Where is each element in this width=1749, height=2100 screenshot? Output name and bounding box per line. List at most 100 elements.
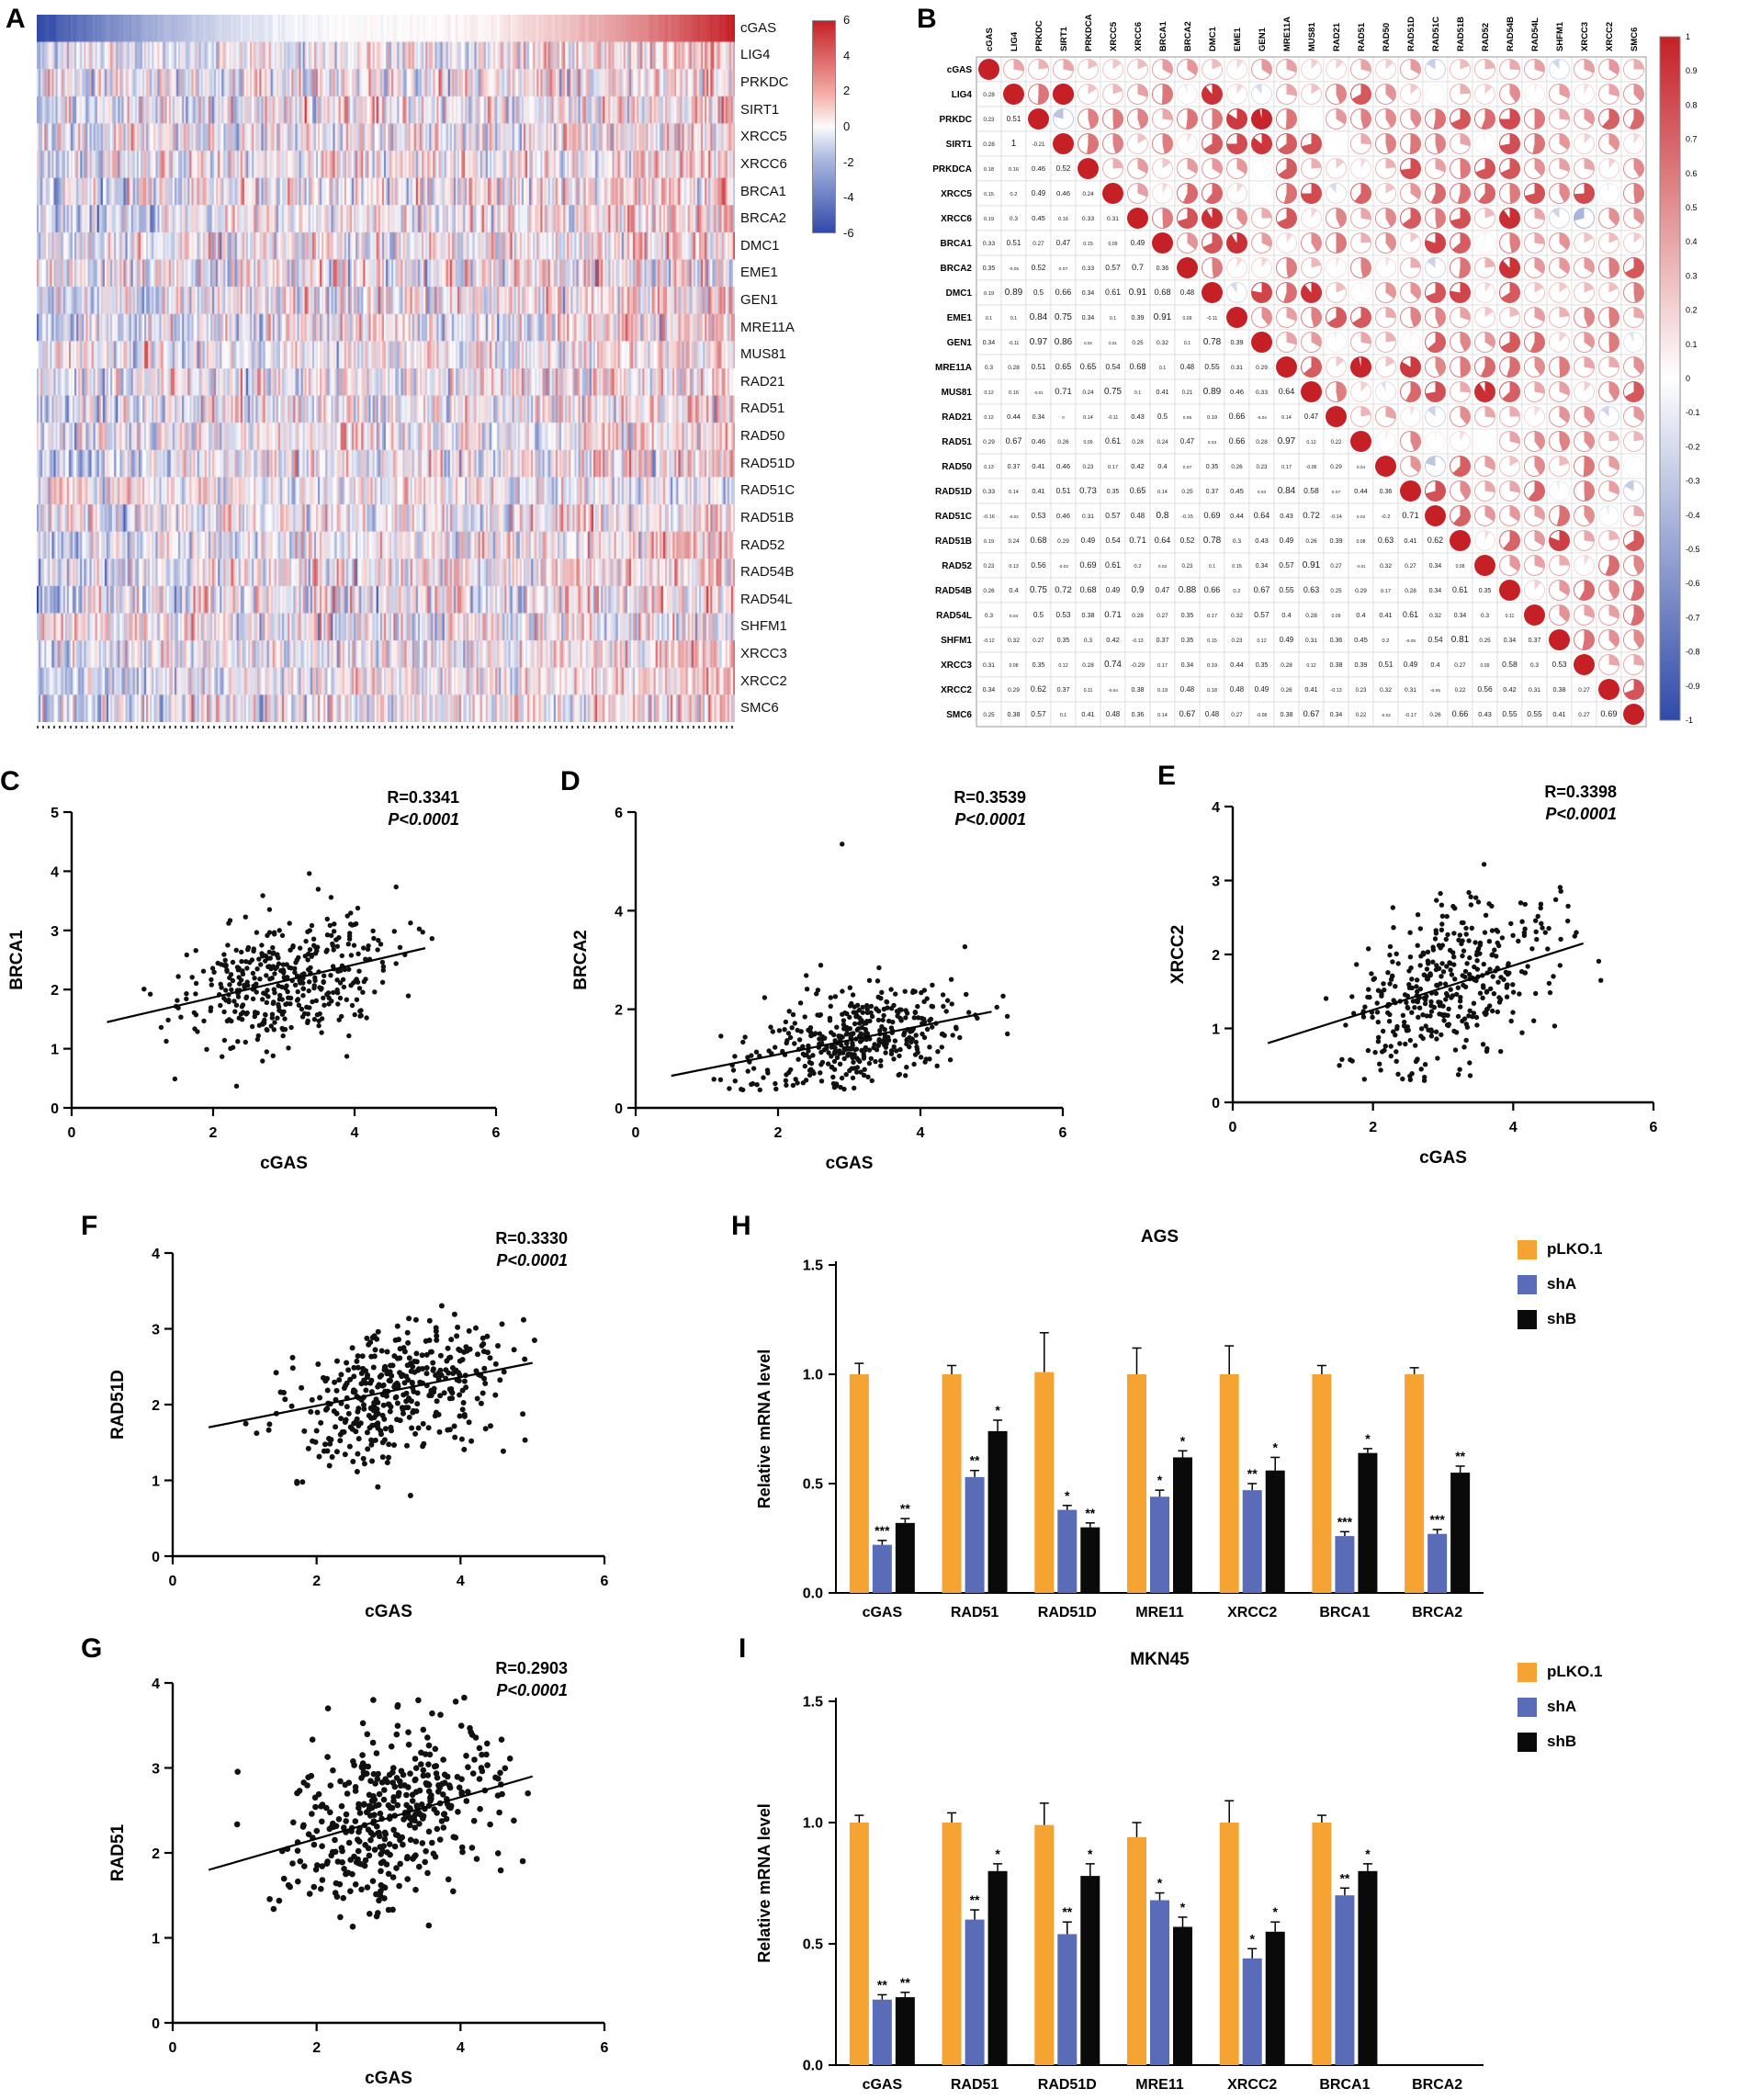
- corr-pie-wedge: [1509, 480, 1520, 493]
- corr-value: 0.03: [1357, 514, 1366, 519]
- scatter-point: [391, 1353, 398, 1360]
- corr-pie-wedge: [1385, 183, 1395, 194]
- scatter-point: [820, 1036, 826, 1042]
- corr-pie-wedge: [1203, 133, 1223, 154]
- corr-value: 0.71: [1104, 610, 1121, 620]
- heatmap-gene-label: RAD50: [740, 428, 785, 445]
- heatmap-gene-label: PRKDC: [740, 74, 789, 91]
- corr-value: 0.24: [1157, 439, 1168, 446]
- corr-value: 0.91: [1129, 288, 1147, 298]
- scatter-point: [918, 1055, 924, 1060]
- corr-cell: [1496, 676, 1523, 703]
- corr-value: 0.3: [1084, 638, 1092, 644]
- significance-stars: **: [1062, 1904, 1072, 1919]
- scatter-point: [355, 1451, 361, 1457]
- scatter-point: [875, 1017, 882, 1023]
- scatter-point: [344, 1790, 351, 1797]
- corr-pie-wedge: [1261, 307, 1272, 325]
- scatter-point: [333, 937, 339, 943]
- scatter-point: [408, 1368, 414, 1374]
- corr-cell: [1000, 254, 1027, 281]
- y-tick-label: 1.0: [803, 1816, 823, 1832]
- scatter-point: [334, 1858, 342, 1865]
- corr-cell: [1224, 527, 1250, 554]
- corr-value: 0.34: [1429, 563, 1442, 570]
- corr-diagonal: [1226, 307, 1247, 328]
- scatter-point: [1448, 987, 1453, 992]
- scatter-point: [964, 991, 969, 998]
- scatter-point: [221, 952, 227, 957]
- scatter-point: [184, 952, 189, 958]
- corr-cell: [1224, 403, 1250, 430]
- scatter-point: [907, 1044, 912, 1050]
- corr-cell: [1149, 577, 1176, 604]
- scatter-point: [757, 1087, 762, 1093]
- scatter-point: [388, 1743, 395, 1750]
- corr-cell: [1348, 676, 1374, 703]
- scatter-point: [271, 999, 276, 1005]
- corr-diagonal: [1350, 431, 1371, 452]
- scatter-point: [380, 1843, 388, 1849]
- x-tick-label: 6: [601, 2040, 609, 2056]
- scatter-point: [342, 966, 347, 973]
- corr-cell: [976, 478, 1002, 504]
- corr-pie-wedge: [1327, 307, 1347, 328]
- scatter-point: [1466, 938, 1472, 943]
- scatter-point: [1458, 1004, 1463, 1010]
- scatter-point: [1551, 974, 1556, 979]
- scatter-point: [409, 1425, 415, 1431]
- scatter-point: [1457, 999, 1463, 1004]
- x-tick-label: 6: [492, 1125, 501, 1141]
- corr-value: 0.27: [1032, 638, 1044, 644]
- x-tick-label: 0: [632, 1125, 640, 1141]
- scatter-point: [355, 1828, 362, 1835]
- scatter-point: [229, 987, 234, 993]
- scatter-point: [397, 944, 403, 950]
- corr-pie-wedge: [1584, 332, 1595, 348]
- scatter-point: [406, 1355, 412, 1361]
- scatter-point: [1462, 984, 1469, 989]
- scatter-point: [318, 1419, 324, 1426]
- scatter-point: [428, 1390, 434, 1396]
- scatter-point: [449, 1390, 456, 1396]
- scatter-point: [371, 1846, 378, 1853]
- scatter-point: [1380, 1049, 1385, 1055]
- legend-item-sha: shA: [1518, 1689, 1602, 1724]
- corr-value: 0.38: [1132, 686, 1145, 694]
- scatter-point: [373, 1412, 379, 1418]
- y-tick-label: 2: [152, 1398, 160, 1414]
- corr-col-label: BRCA2: [1183, 21, 1193, 51]
- corr-value: 0.51: [1007, 115, 1021, 123]
- scatter-point: [1487, 1003, 1493, 1009]
- scatter-point: [343, 1870, 349, 1878]
- scatter-point: [191, 1010, 197, 1015]
- x-tick-label: 4: [917, 1125, 925, 1141]
- scatter-point: [1417, 926, 1423, 931]
- scatter-point: [869, 1078, 874, 1084]
- corr-pie-wedge: [1013, 59, 1024, 72]
- scatter-point: [278, 968, 284, 974]
- scatter-point: [1522, 926, 1528, 931]
- scatter-point: [336, 1377, 343, 1383]
- scatter-point: [888, 1006, 895, 1011]
- scatter-point: [386, 1401, 392, 1407]
- significance-stars: *: [1088, 1846, 1093, 1861]
- scatter-point: [468, 1845, 476, 1851]
- scatter-point: [915, 1003, 920, 1010]
- scatter-point: [305, 1445, 311, 1451]
- bar-shB: [895, 1522, 915, 1593]
- scatter-point: [851, 1031, 856, 1036]
- scatter-point: [373, 1891, 380, 1898]
- scatter-point: [381, 1835, 389, 1843]
- scatter-point: [1382, 987, 1387, 993]
- corr-value: 0.43: [1131, 412, 1145, 421]
- corr-pie-wedge: [1202, 232, 1223, 254]
- shb-label: shB: [1547, 1310, 1577, 1327]
- correlation-r: R=0.3341: [387, 788, 459, 807]
- scatter-point: [1418, 1067, 1424, 1072]
- scatter-point: [1369, 971, 1374, 977]
- corr-row-label: XRCC3: [941, 660, 972, 671]
- y-tick-label: 1.5: [803, 1259, 823, 1274]
- scatter-point: [456, 1378, 462, 1383]
- scatter-point: [841, 1026, 847, 1032]
